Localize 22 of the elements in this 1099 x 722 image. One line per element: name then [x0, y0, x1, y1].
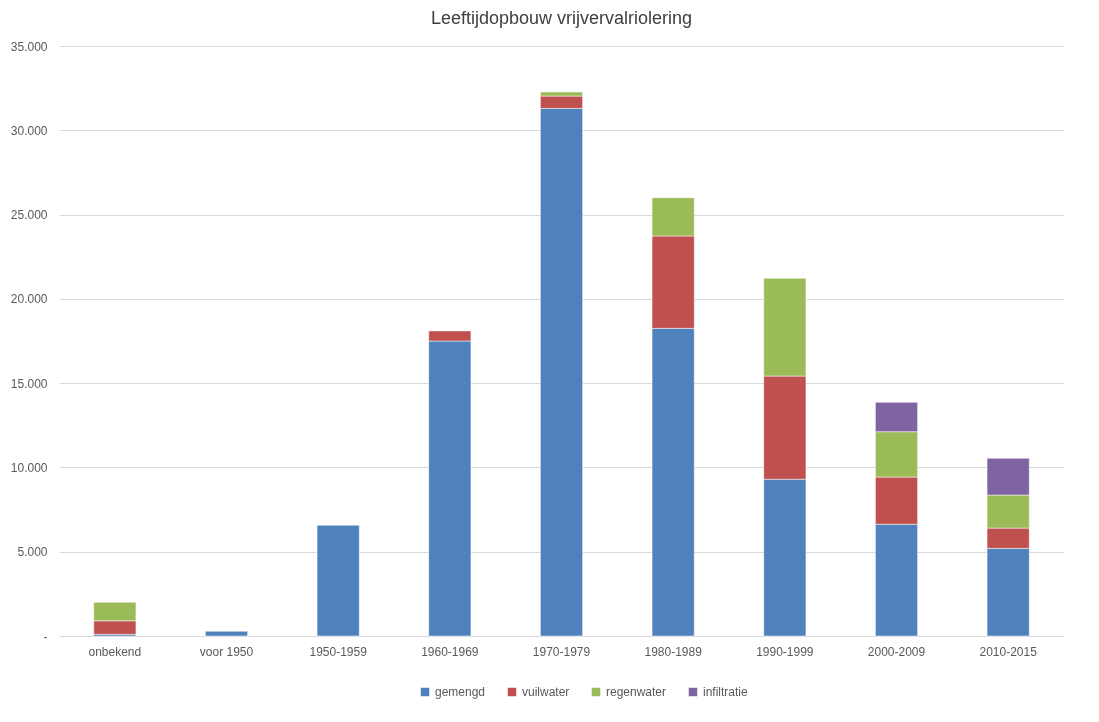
x-tick-label: 2010-2015 — [979, 644, 1038, 659]
x-tick-label: 1990-1999 — [756, 644, 814, 659]
chart-title: Leeftijdopbouw vrijvervalriolering — [430, 8, 693, 28]
y-tick-label: 15.000 — [10, 376, 48, 391]
x-tick-label: 1980-1989 — [644, 644, 703, 659]
y-tick-label: - — [43, 629, 48, 644]
y-tick-label: 30.000 — [10, 123, 48, 138]
x-tick-label: 1970-1979 — [532, 644, 591, 659]
legend-label: infiltratie — [703, 685, 749, 699]
y-tick-label: 5.000 — [17, 545, 48, 560]
x-tick-label: 2000-2009 — [867, 644, 926, 659]
y-tick-label: 20.000 — [10, 292, 48, 307]
legend-label: regenwater — [606, 685, 667, 699]
x-tick-label: 1950-1959 — [309, 644, 368, 659]
x-tick-label: voor 1950 — [199, 644, 254, 659]
y-tick-label: 10.000 — [10, 460, 48, 475]
y-tick-label: 25.000 — [10, 208, 48, 223]
legend-label: vuilwater — [522, 685, 570, 699]
legend-label: gemengd — [435, 685, 486, 699]
x-tick-label: onbekend — [88, 644, 142, 659]
y-tick-label: 35.000 — [10, 39, 48, 54]
x-tick-label: 1960-1969 — [421, 644, 479, 659]
